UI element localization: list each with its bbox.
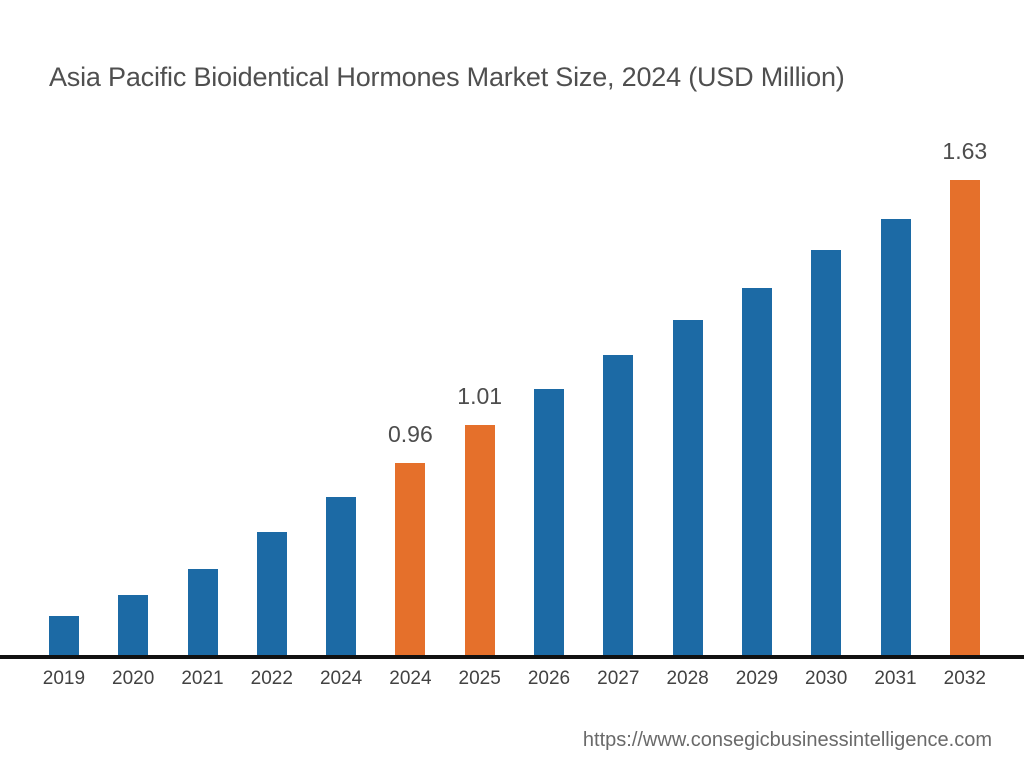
bar-2028 xyxy=(672,320,703,655)
bar-2022 xyxy=(256,532,287,655)
x-tick-label: 2025 xyxy=(458,668,501,689)
bar-2030 xyxy=(811,250,842,655)
x-tick-label: 2032 xyxy=(943,668,986,689)
bar-2019 xyxy=(48,616,79,655)
x-tick-label: 2024 xyxy=(319,668,363,689)
bar-2024 xyxy=(395,463,426,655)
x-tick-label: 2022 xyxy=(250,668,293,689)
bar-2025 xyxy=(464,425,495,655)
x-tick-label: 2024 xyxy=(389,668,432,689)
bar-value-label: 1.63 xyxy=(942,138,988,164)
bar-2024 xyxy=(326,497,357,655)
bar-2027 xyxy=(603,355,634,655)
bar-2020 xyxy=(118,595,149,655)
x-tick-label: 2020 xyxy=(112,668,155,689)
x-tick-label: 2030 xyxy=(805,668,848,689)
x-tick-label: 2031 xyxy=(874,668,917,689)
bar-2021 xyxy=(187,569,218,655)
x-tick-label: 2026 xyxy=(527,668,571,689)
x-tick-label: 2029 xyxy=(735,668,779,689)
x-tick-label: 2019 xyxy=(42,668,86,689)
x-axis-line xyxy=(0,655,1024,659)
bar-value-label: 1.01 xyxy=(457,383,503,409)
bar-2026 xyxy=(534,389,564,655)
x-tick-label: 2027 xyxy=(597,668,640,689)
bar-2029 xyxy=(741,288,772,655)
bar-value-label: 0.96 xyxy=(388,421,433,447)
source-url: https://www.consegicbusinessintelligence… xyxy=(582,729,992,751)
x-tick-label: 2021 xyxy=(181,668,224,689)
chart-title: Asia Pacific Bioidentical Hormones Marke… xyxy=(49,62,845,92)
bar-2031 xyxy=(880,219,911,655)
x-tick-label: 2028 xyxy=(666,668,709,689)
bar-2032 xyxy=(949,180,980,655)
